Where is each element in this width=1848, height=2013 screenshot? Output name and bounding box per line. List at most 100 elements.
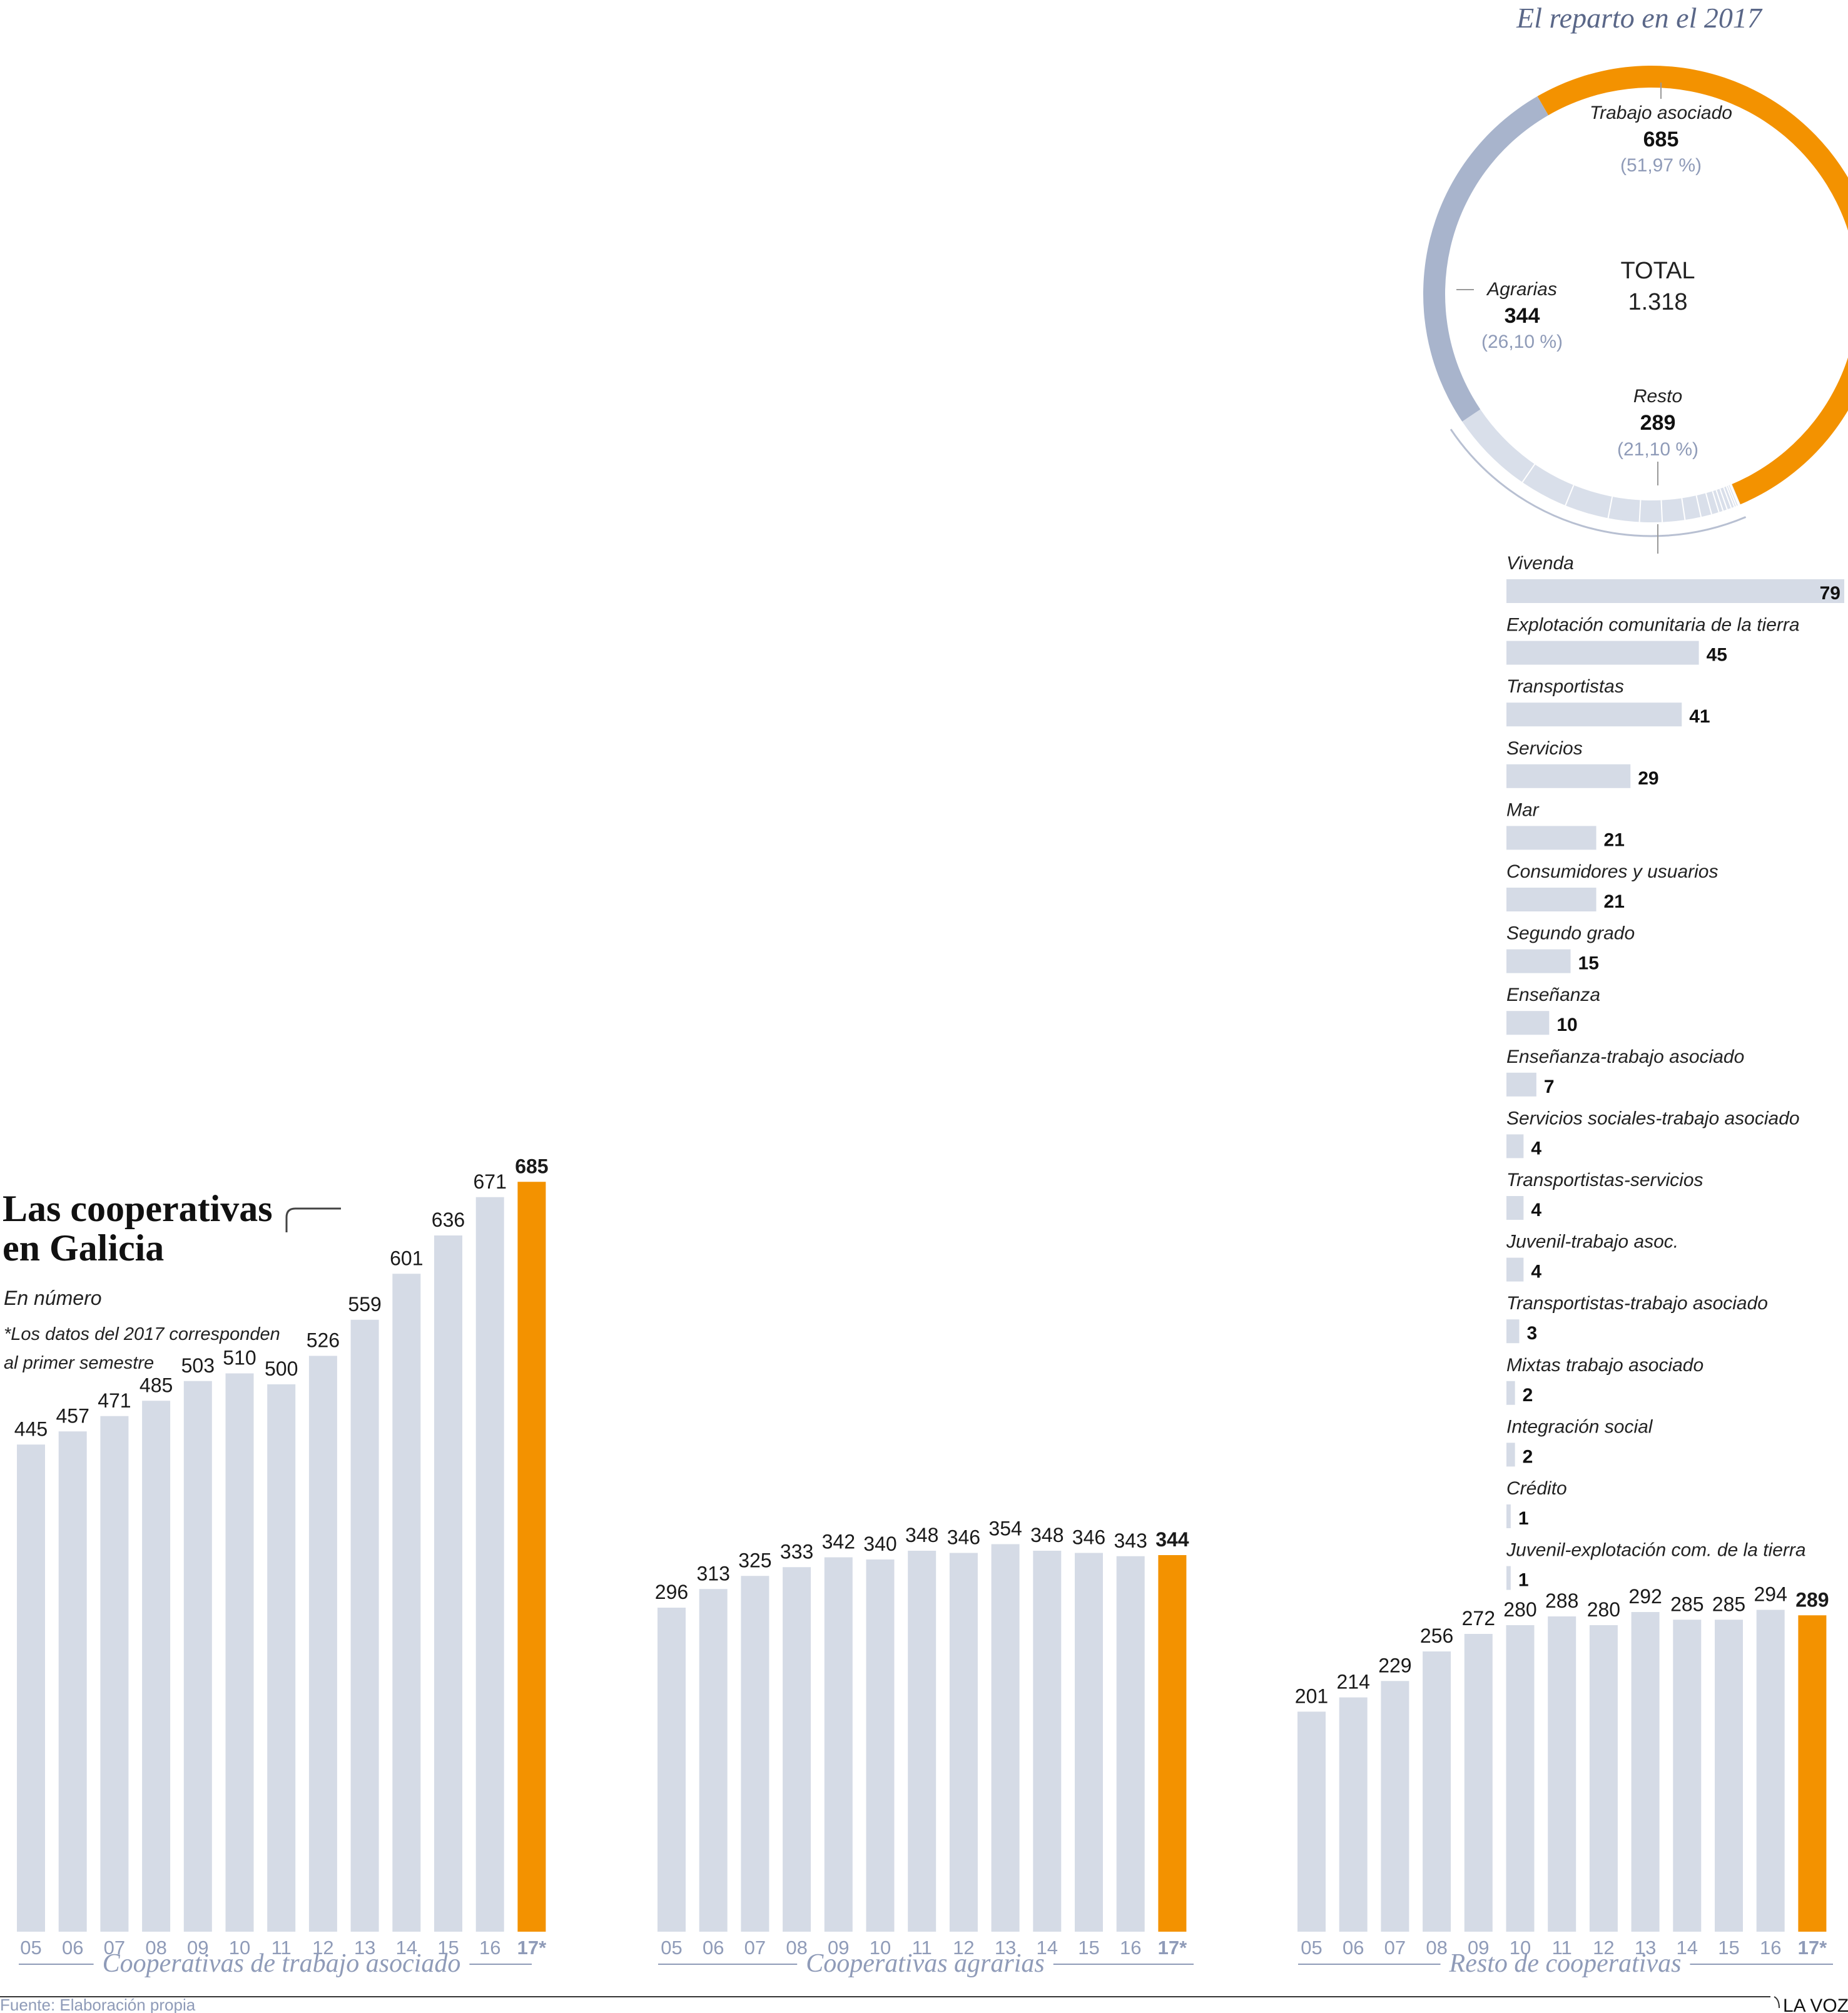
category-value: 10 [1556,1015,1577,1035]
tick-label-agrarias-15: 15 [1078,1937,1099,1959]
tick-label-resto-12: 12 [1593,1937,1614,1959]
bar-resto-09 [1464,1634,1493,1932]
category-value: 4 [1531,1262,1541,1282]
tick-label-agrarias-07: 07 [744,1937,766,1959]
bar-value-agrarias-07: 325 [738,1549,771,1571]
bar-value-trabajo-11: 500 [265,1357,298,1380]
bar-value-resto-06: 214 [1337,1671,1370,1693]
bar-value-resto-11: 288 [1545,1590,1578,1612]
chart-resto-title: Resto de cooperativas [1449,1949,1682,1978]
tick-label-trabajo-17: 17* [517,1937,547,1959]
slice-percent-resto: (21,10 %) [1617,439,1698,460]
category-bar [1506,1443,1515,1467]
category-label: Servicios sociales-trabajo asociado [1506,1108,1800,1128]
bar-value-resto-10: 280 [1503,1598,1536,1621]
category-bar [1506,1257,1524,1282]
tick-label-resto-07: 07 [1384,1937,1406,1959]
bar-trabajo-07 [100,1416,129,1932]
category-value: 2 [1523,1385,1533,1406]
bar-agrarias-13 [991,1544,1020,1932]
resto-subdivision [1719,489,1728,510]
bar-trabajo-11 [267,1384,296,1932]
tick-label-resto-14: 14 [1677,1937,1698,1959]
category-value: 21 [1604,829,1625,850]
tick-label-trabajo-07: 07 [104,1937,125,1959]
category-value: 3 [1527,1323,1538,1344]
footnote-line1: *Los datos del 2017 corresponden [4,1324,280,1344]
tick-label-resto-10: 10 [1510,1937,1531,1959]
category-label: Mixtas trabajo asociado [1506,1355,1703,1376]
tick-label-trabajo-08: 08 [145,1937,166,1959]
bar-value-resto-13: 292 [1628,1585,1662,1608]
slice-value-agrarias: 344 [1505,304,1540,328]
bar-resto-16 [1756,1610,1785,1932]
category-bar [1506,1381,1515,1405]
category-value: 15 [1578,953,1599,974]
tick-label-agrarias-17: 17* [1158,1937,1187,1959]
bar-agrarias-10 [866,1559,895,1932]
bar-value-resto-09: 272 [1462,1607,1495,1630]
bar-agrarias-06 [699,1589,728,1932]
resto-subdivision [1729,484,1739,505]
tick-label-resto-06: 06 [1343,1937,1364,1959]
category-bar [1506,1196,1524,1220]
bar-agrarias-05 [657,1608,686,1932]
tick-label-agrarias-16: 16 [1120,1937,1141,1959]
donut-slice-resto [1462,409,1741,522]
bar-resto-08 [1423,1651,1451,1932]
bar-resto-13 [1631,1612,1660,1932]
category-label: Mar [1506,799,1540,820]
bar-value-agrarias-05: 296 [655,1581,688,1603]
bar-agrarias-08 [783,1567,811,1932]
tick-label-trabajo-06: 06 [62,1937,83,1959]
tick-label-trabajo-15: 15 [437,1937,459,1959]
bar-trabajo-05 [17,1444,45,1932]
tick-label-agrarias-09: 09 [828,1937,849,1959]
bar-value-resto-12: 280 [1587,1598,1620,1621]
category-label: Explotación comunitaria de la tierra [1506,615,1800,636]
bar-agrarias-11 [908,1551,937,1932]
tick-label-trabajo-16: 16 [479,1937,500,1959]
tick-label-trabajo-14: 14 [396,1937,417,1959]
category-bar [1506,641,1699,665]
category-value: 4 [1531,1200,1541,1220]
tick-label-trabajo-13: 13 [354,1937,375,1959]
bar-value-trabajo-14: 601 [390,1247,423,1269]
resto-subdivision [1681,498,1686,520]
category-value: 29 [1638,768,1658,789]
category-value: 2 [1523,1446,1533,1467]
bar-value-agrarias-17: 344 [1155,1528,1189,1551]
resto-subdivision [1727,485,1737,507]
category-label: Enseñanza [1506,985,1600,1005]
category-value: 1 [1518,1508,1529,1529]
category-bar [1506,888,1597,911]
bar-trabajo-14 [392,1274,421,1932]
slice-percent-trabajo: (51,97 %) [1620,155,1702,176]
category-label: Enseñanza-trabajo asociado [1506,1047,1744,1067]
bar-value-trabajo-12: 526 [307,1329,340,1352]
bar-value-trabajo-16: 671 [474,1170,507,1193]
bar-value-trabajo-07: 471 [98,1389,131,1412]
bar-resto-11 [1548,1616,1576,1932]
bar-trabajo-15 [434,1235,462,1932]
bar-trabajo-06 [58,1431,87,1932]
category-bar [1506,1072,1536,1097]
resto-subdivision [1723,487,1732,509]
slice-value-trabajo: 685 [1643,128,1679,151]
slice-label-resto: Resto [1633,386,1682,407]
donut-chart [1423,65,1848,537]
category-label: Juvenil-explotación com. de la tierra [1506,1540,1806,1561]
bar-value-agrarias-08: 333 [780,1540,813,1563]
category-value: 1 [1518,1570,1529,1591]
bar-value-trabajo-08: 485 [140,1374,173,1396]
tick-label-resto-16: 16 [1760,1937,1781,1959]
category-bar [1506,826,1597,850]
donut-total-label: TOTAL [1621,258,1695,284]
category-bar [1506,764,1631,788]
bar-value-agrarias-13: 354 [988,1518,1022,1540]
bar-value-resto-08: 256 [1420,1625,1453,1647]
bar-value-resto-16: 294 [1754,1583,1787,1606]
bar-value-trabajo-15: 636 [432,1209,465,1231]
tick-label-agrarias-12: 12 [953,1937,974,1959]
bar-resto-06 [1339,1697,1368,1932]
